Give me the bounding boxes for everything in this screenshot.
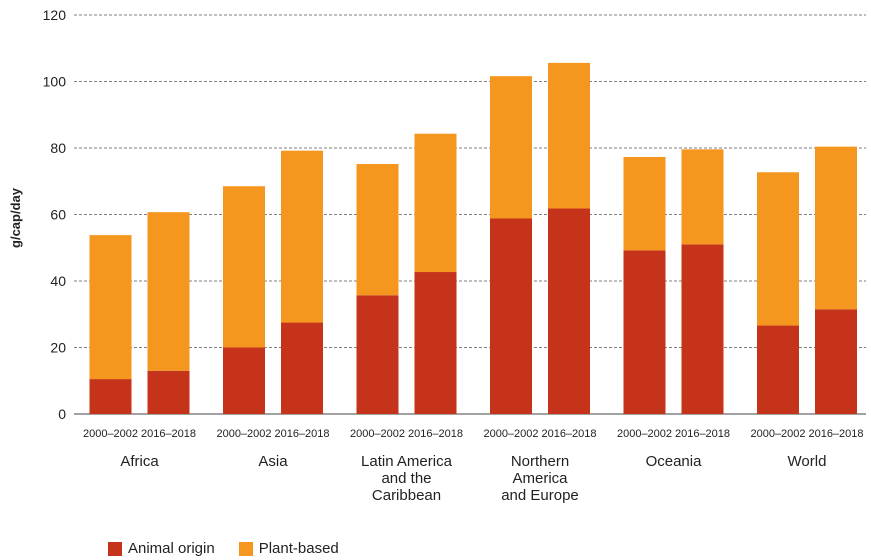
y-tick-label: 80: [50, 140, 66, 156]
bar-animal: [757, 325, 799, 414]
legend-swatch-plant: [238, 541, 253, 556]
group-label-line: and the: [381, 470, 431, 487]
bar-animal: [223, 347, 265, 414]
group-label-line: and Europe: [501, 487, 579, 504]
bar-plant: [414, 133, 457, 273]
x-axis-ticks: 2000–2002 2016–2018 2000–2002 2016–2018 2000…: [83, 428, 864, 440]
y-axis-label: g/cap/day: [8, 187, 23, 248]
bar-plant: [757, 172, 799, 326]
bar-animal: [490, 218, 532, 414]
group-label-line: Africa: [120, 453, 159, 470]
x-tick-label: 2016–2018: [808, 428, 863, 440]
bar-plant: [681, 149, 724, 245]
legend-label-plant: Plant-based: [258, 540, 339, 557]
x-tick-label: 2000–2002: [483, 428, 538, 440]
x-tick-label: 2016–2018: [141, 428, 196, 440]
x-tick-label: 2000–2002: [350, 428, 405, 440]
legend-item-plant: Plant-based: [238, 540, 339, 557]
bar-plant: [815, 146, 857, 310]
group-label-line: Oceania: [646, 453, 703, 470]
group-label-line: Caribbean: [372, 487, 441, 504]
legend-item-animal: Animal origin: [108, 540, 215, 557]
bar-animal: [147, 370, 190, 414]
x-tick-label: 2000–2002: [83, 428, 138, 440]
x-tick-label: 2016–2018: [274, 428, 329, 440]
group-label-line: Asia: [258, 453, 288, 470]
bar-plant: [623, 156, 666, 251]
legend: Animal origin Plant-based: [108, 540, 339, 557]
y-tick-label: 100: [43, 74, 67, 90]
bar-animal: [623, 250, 666, 414]
x-tick-label: 2000–2002: [750, 428, 805, 440]
y-tick-label: 120: [43, 7, 67, 23]
bar-animal: [356, 295, 399, 414]
legend-swatch-animal: [108, 541, 122, 556]
grid-lines: [74, 14, 866, 415]
bar-animal: [548, 208, 590, 414]
bar-plant: [89, 235, 132, 380]
group-label-line: World: [788, 453, 827, 470]
x-tick-label: 2000–2002: [617, 428, 672, 440]
y-tick-label: 40: [50, 273, 66, 289]
y-tick-label: 0: [58, 406, 66, 422]
y-axis-ticks: 0 20 40 60 80 100 120: [43, 7, 67, 422]
bar-plant: [490, 76, 532, 219]
bar-animal: [281, 322, 323, 414]
bar-plant: [147, 212, 190, 371]
group-label-line: Latin America: [361, 453, 453, 470]
legend-label-animal: Animal origin: [128, 540, 215, 557]
group-label-line: Northern: [511, 453, 569, 470]
bar-animal: [89, 379, 132, 414]
x-tick-label: 2016–2018: [408, 428, 463, 440]
x-tick-label: 2016–2018: [675, 428, 730, 440]
y-tick-label: 60: [50, 207, 66, 223]
x-tick-label: 2016–2018: [541, 428, 596, 440]
bar-plant: [281, 150, 323, 323]
bar-animal: [681, 244, 724, 414]
y-tick-label: 20: [50, 340, 66, 356]
bar-plant: [223, 186, 265, 348]
bar-plant: [548, 62, 590, 209]
x-tick-label: 2000–2002: [216, 428, 271, 440]
group-label-line: America: [512, 470, 568, 487]
bar-plant: [356, 163, 399, 296]
bar-animal: [815, 309, 857, 414]
bar-animal: [414, 272, 457, 414]
bars: [89, 62, 857, 414]
